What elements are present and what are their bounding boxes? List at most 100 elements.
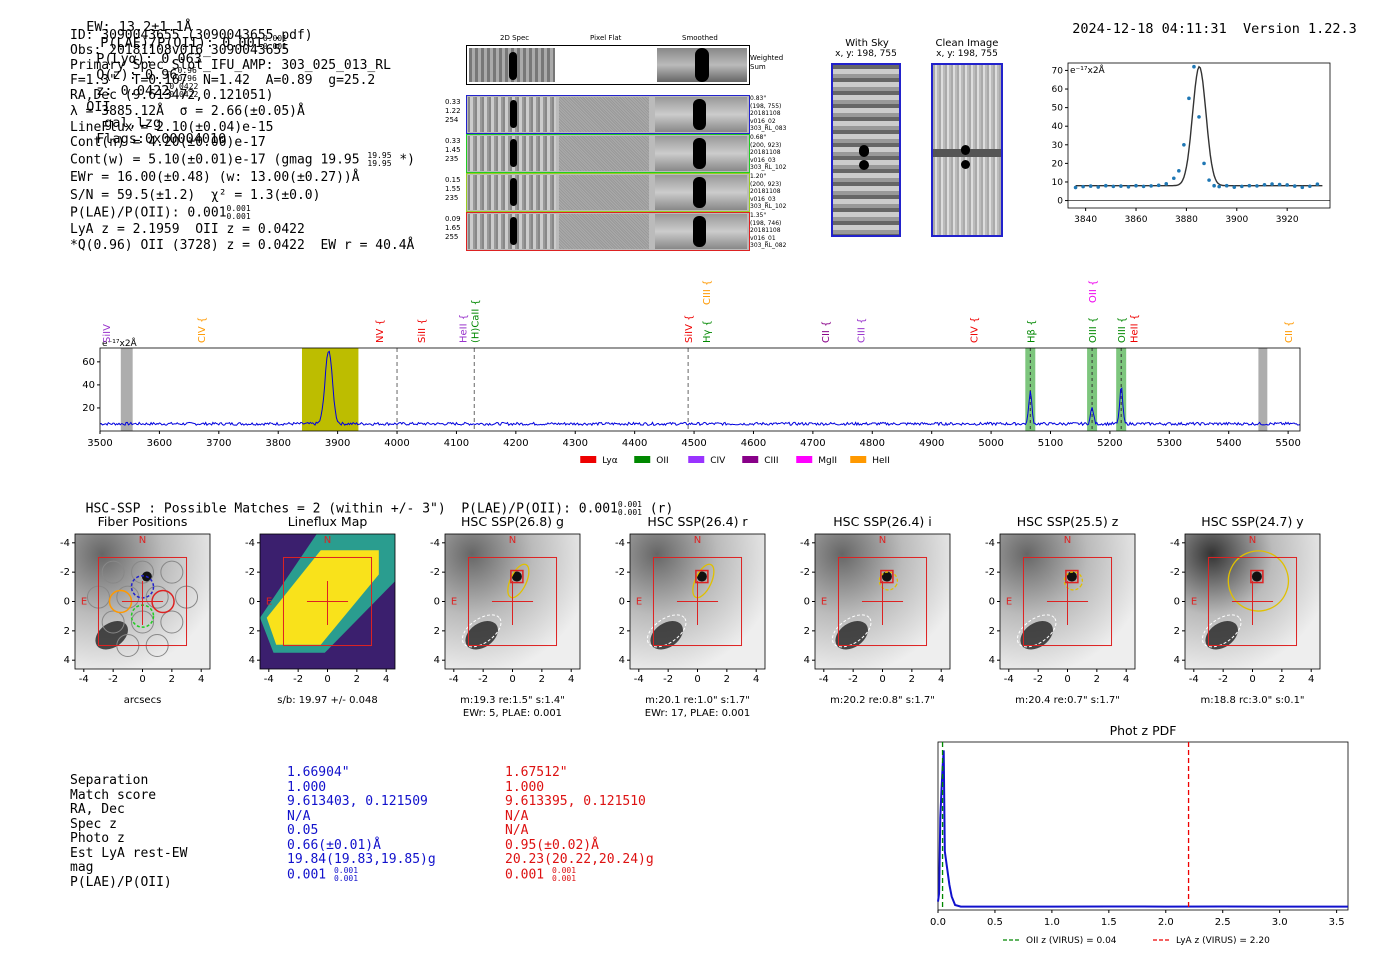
cutout-row-right-label: 0.83" (198, 755) 20181108 v016_02 303_RL_083 [750, 95, 786, 133]
spectral-line-label: OIII { [1088, 317, 1099, 343]
zoom-model-line [1075, 65, 1323, 187]
zoom-data-point [1182, 142, 1186, 147]
cutout-2dspec [468, 97, 556, 132]
cutout-left-value: 254 [445, 116, 459, 124]
full-xtick-label: 4800 [860, 438, 885, 449]
fiber-circle [145, 585, 169, 609]
info-f: F=1.3" T=0.167 N=1.42 A=0.89 g=25.2 [70, 73, 376, 88]
zoom-data-point [1134, 183, 1138, 188]
z-line-header: OII [86, 99, 111, 115]
east-label: E [636, 597, 642, 608]
match-label: Separation [70, 773, 149, 788]
qz-header: Q(z): 0.96 [96, 67, 178, 83]
cutout-right-value: (200, 923) [750, 141, 782, 149]
cutout-right-value: 20181108 [750, 227, 781, 234]
full-spectrum-chart: 20 40 60 3500 3600 3700 3800 3900 4000 4100 4200 43… [82, 280, 1301, 466]
hsc-xtick-label: 2 [1279, 674, 1285, 685]
spectral-line-label: Hγ { [702, 320, 713, 343]
photz-xtick-label: 0.0 [930, 917, 946, 928]
hsc-xtick-label: 4 [568, 674, 574, 685]
info-plae: P(LAE)/P(OII): 0.001 0.001 0.001 [70, 204, 251, 221]
cutout-2dspec [468, 136, 556, 171]
with-sky-xy: x, y: 198, 755 [835, 49, 897, 59]
info-ewr: EWr = 16.00(±0.48) (w: 13.00(±0.27))Å [70, 170, 360, 185]
hsc-caption: EWr: 5, PLAE: 0.001 [462, 708, 563, 719]
hsc-ytick-label: -4 [985, 538, 995, 549]
cutout-right-value: v016_03 [750, 195, 776, 203]
cutout-right-value: 20181108 [750, 110, 781, 117]
cutout-right-value: v016_03 [750, 156, 776, 164]
spectral-line-label: CIII { [856, 318, 867, 343]
hsc-xtick-label: -2 [1033, 674, 1043, 685]
zoom-xtick-label: 3900 [1225, 215, 1248, 225]
match-col1-value: 0.66(±0.01)Å [287, 837, 381, 853]
hsc-xtick-label: 4 [1123, 674, 1129, 685]
hsc-xtick-label: 0 [879, 674, 885, 685]
masked-region [120, 348, 133, 431]
zoom-data-point [1197, 115, 1201, 119]
cutout-right-value: v016_01 [750, 234, 776, 242]
search-box [837, 556, 928, 647]
weighted-sum-row [466, 45, 750, 85]
spectral-line-label: SiIV [102, 324, 113, 343]
lya-highlight [301, 348, 359, 431]
zoom-data-point [1141, 184, 1146, 189]
zoom-data-point [1119, 184, 1123, 188]
hsc-ytick-label: 2 [249, 626, 255, 637]
target-source [1251, 571, 1262, 582]
hsc-panel: N E -4 4 -2 2 0 0 2 -2 4 -4 [1170, 533, 1321, 685]
cutout-right-value: 303_RL_102 [750, 164, 787, 171]
match-ellipse [1227, 550, 1290, 612]
hsc-xtick-label: -2 [1218, 674, 1228, 685]
full-xtick-label: 5400 [1216, 438, 1241, 449]
full-xtick-label: 4500 [681, 438, 706, 449]
north-label: N [1249, 535, 1256, 546]
photz-xtick-label: 1.0 [1044, 917, 1060, 928]
search-box [1022, 556, 1113, 647]
full-xtick-label: 3600 [147, 438, 172, 449]
hsc-panel: N E -4 4 -2 2 0 0 2 -2 4 -4 [430, 533, 581, 685]
hsc-ytick-label: -4 [60, 538, 70, 549]
hsc-xtick-label: 4 [1308, 674, 1314, 685]
spectral-line-label: OIII { [1117, 317, 1128, 343]
galaxy-blob [650, 620, 683, 650]
full-xtick-label: 5100 [1038, 438, 1063, 449]
photz-xtick-label: 2.5 [1215, 917, 1231, 928]
zoom-data-point [1202, 161, 1206, 166]
north-label: N [509, 535, 516, 546]
east-label: E [1006, 597, 1012, 608]
match-label: Spec z [70, 816, 117, 832]
legend-label: OII [656, 456, 668, 466]
zoom-data-point [1240, 184, 1244, 189]
hsc-caption: EWr: 17, PLAE: 0.001 [644, 708, 751, 719]
cutout-right-value: (198, 746) [750, 219, 782, 227]
ew-value: EW: 13.2±1.1Å [86, 19, 192, 35]
full-xtick-label: 4600 [741, 438, 766, 449]
cutout-smoothed-source [693, 138, 706, 169]
north-label: N [694, 535, 701, 546]
cutout-right-value: 1.35" [750, 212, 767, 219]
legend-swatch [634, 456, 651, 463]
hsc-caption: m:19.3 re:1.5" s:1.4" [460, 695, 565, 706]
line-highlight [1025, 348, 1036, 431]
legend-label: CIV [710, 456, 726, 466]
hsc-ytick-label: -4 [615, 538, 625, 549]
hsc-xtick-label: 2 [539, 674, 545, 685]
galaxy-blob [1205, 620, 1238, 650]
cutout-right-value: 1.20" [750, 173, 767, 180]
target-box [510, 569, 524, 584]
hsc-ytick-label: -4 [1170, 538, 1180, 549]
zoom-data-point [1292, 184, 1297, 188]
zoom-data-point [1192, 64, 1196, 69]
search-box [97, 556, 188, 647]
hsc-ytick-label: 0 [1174, 597, 1180, 608]
cutout-left-value: 0.33 [445, 98, 461, 106]
with-sky-image [831, 63, 901, 237]
hsc-ytick-label: 0 [989, 597, 995, 608]
zoom-data-point [1156, 183, 1161, 188]
zoom-data-point [1270, 182, 1274, 186]
galaxy-blob [465, 620, 498, 650]
cutout-right-value: 303_RL_082 [750, 242, 787, 249]
info-contw: Cont(w) = 5.10(±0.01)e-17 (gmag 19.95 19… [70, 151, 415, 168]
hsc-panel: N E -4 4 -2 2 0 0 2 -2 4 -4 [985, 533, 1136, 685]
